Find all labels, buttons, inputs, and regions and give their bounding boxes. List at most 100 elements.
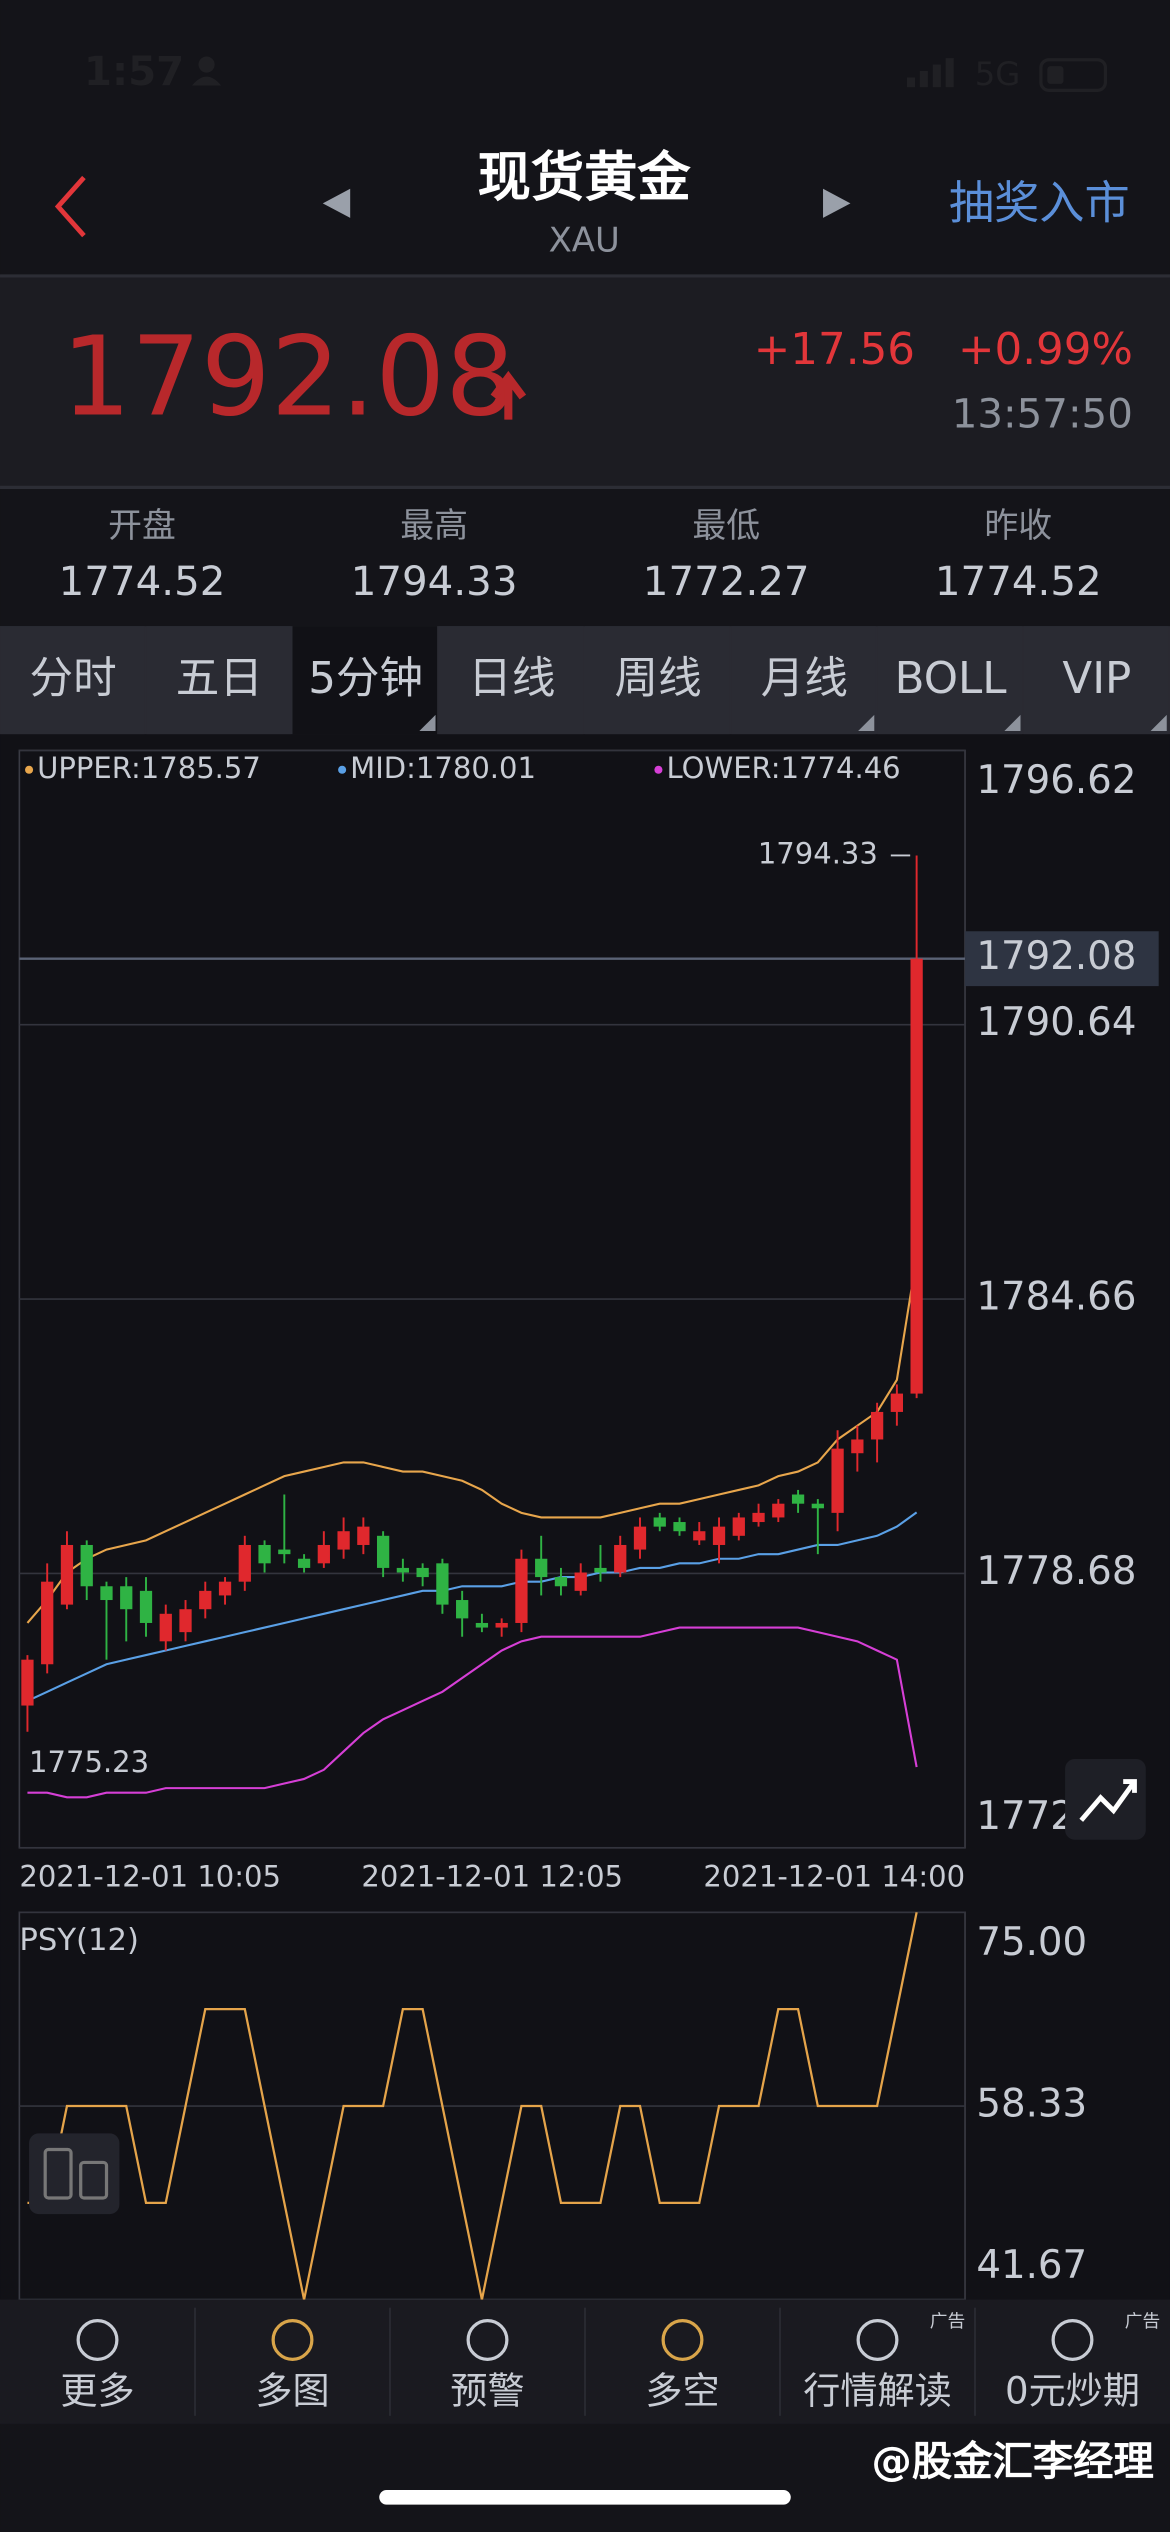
- legend-label: LOWER:1774.46: [666, 751, 900, 785]
- tab[interactable]: 周线: [615, 654, 702, 704]
- tab-bg[interactable]: [1023, 626, 1169, 735]
- tab[interactable]: 日线: [468, 654, 555, 704]
- change-percent: +0.99%: [958, 325, 1133, 375]
- tab[interactable]: 月线: [761, 654, 848, 704]
- stat-value: 1794.33: [351, 558, 518, 605]
- battery-level: [1047, 66, 1064, 84]
- candle-body: [60, 1544, 74, 1605]
- tab-bg[interactable]: [0, 626, 145, 735]
- person-icon: [192, 76, 222, 86]
- prev-button[interactable]: [322, 188, 351, 218]
- candle-body: [712, 1526, 726, 1545]
- nav-icon[interactable]: [76, 2318, 119, 2361]
- candle-body: [139, 1590, 153, 1623]
- watermark: @股金汇李经理: [872, 2438, 1154, 2485]
- title: 现货黄金: [478, 146, 692, 208]
- nav-label[interactable]: 更多: [60, 2370, 134, 2413]
- change: +17.56: [754, 325, 915, 375]
- action-link[interactable]: 抽奖入市: [949, 177, 1130, 230]
- candle-body: [870, 1411, 884, 1440]
- y-tick-label: 75.00: [976, 1920, 1087, 1965]
- nav-label[interactable]: 多空: [645, 2370, 719, 2413]
- nav-icon[interactable]: [1051, 2318, 1094, 2361]
- stat-value: 1774.52: [935, 558, 1102, 605]
- candle-body: [396, 1567, 410, 1573]
- candle-body: [100, 1586, 113, 1601]
- boll-line: [27, 1626, 918, 1799]
- candle-body: [772, 1503, 785, 1518]
- tab-bg[interactable]: [877, 626, 1023, 735]
- candle-body: [673, 1522, 686, 1532]
- stat-label: 开盘: [108, 506, 176, 545]
- candle-body: [120, 1586, 133, 1610]
- tab-bg[interactable]: [585, 626, 730, 735]
- tab-corner: [1004, 714, 1021, 732]
- up-arrow: [490, 370, 527, 420]
- tab-corner: [419, 714, 436, 732]
- nav-icon[interactable]: [466, 2318, 509, 2361]
- tab-corner: [1150, 714, 1167, 732]
- tab[interactable]: 5分钟: [308, 654, 423, 704]
- nav-label[interactable]: 多图: [255, 2370, 329, 2413]
- y-tick-label: 1790.64: [976, 1000, 1136, 1045]
- candle-body: [21, 1659, 34, 1706]
- nav-icon[interactable]: [856, 2318, 899, 2361]
- candle-body: [218, 1581, 232, 1596]
- nav-label[interactable]: 预警: [450, 2370, 524, 2413]
- y-tick-label: 41.67: [976, 2243, 1087, 2288]
- stat-value: 1774.52: [59, 558, 226, 605]
- tab-bg[interactable]: [438, 626, 584, 735]
- y-tick-label: 1778.68: [976, 1549, 1136, 1594]
- person-icon: [198, 56, 215, 73]
- legend-dot: [25, 765, 34, 774]
- candle-body: [456, 1600, 469, 1619]
- candle-body: [337, 1531, 350, 1550]
- candle-body: [890, 1393, 904, 1412]
- network: 5G: [975, 55, 1021, 93]
- candle-body: [80, 1544, 93, 1587]
- candle-body: [554, 1577, 568, 1587]
- tab-bg[interactable]: [292, 626, 438, 735]
- tab-corner: [858, 714, 875, 732]
- psy-chart: 75.00 58.33 41.67 PSY(12): [18, 1911, 1087, 2301]
- signal-icon: [906, 58, 954, 88]
- high-label: 1794.33: [758, 836, 878, 870]
- stat-label: 最高: [400, 506, 468, 545]
- tab-bg[interactable]: [731, 626, 876, 735]
- stat-value: 1772.27: [643, 558, 810, 605]
- nav-label[interactable]: 0元炒期: [1005, 2370, 1140, 2413]
- candle-body: [594, 1567, 607, 1573]
- candle-body: [159, 1613, 172, 1642]
- next-button[interactable]: [823, 188, 851, 218]
- psy-title: PSY(12): [19, 1923, 139, 1958]
- candle-body: [515, 1558, 528, 1623]
- tab[interactable]: VIP: [1062, 654, 1131, 704]
- candle-body: [574, 1572, 587, 1591]
- candle-body: [752, 1512, 765, 1523]
- legend-label: UPPER:1785.57: [37, 751, 261, 785]
- legend-dot: [338, 765, 347, 774]
- stat-label: 最低: [692, 506, 760, 545]
- candle-body: [317, 1544, 330, 1564]
- x-tick-label: 2021-12-01 12:05: [361, 1859, 623, 1893]
- tab[interactable]: BOLL: [895, 654, 1008, 704]
- candle-body: [732, 1517, 745, 1536]
- back-button[interactable]: [54, 175, 86, 238]
- tab[interactable]: 分时: [30, 654, 117, 704]
- candle-body: [357, 1526, 370, 1545]
- candle-body: [910, 958, 923, 1394]
- nav-label[interactable]: 行情解读: [803, 2370, 951, 2413]
- candle-body: [653, 1517, 666, 1527]
- low-label: 1775.23: [29, 1745, 149, 1779]
- tab[interactable]: 五日: [176, 654, 263, 704]
- rotate-icon[interactable]: [29, 2133, 120, 2215]
- candle-body: [693, 1531, 706, 1541]
- zoom-icon[interactable]: [1065, 1759, 1146, 1840]
- nav-icon[interactable]: [661, 2318, 704, 2361]
- tab-bg[interactable]: [146, 626, 291, 735]
- battery: [1039, 58, 1108, 92]
- candle-body: [297, 1558, 311, 1568]
- x-tick-label: 2021-12-01 14:00: [703, 1859, 965, 1893]
- nav-icon[interactable]: [271, 2318, 314, 2361]
